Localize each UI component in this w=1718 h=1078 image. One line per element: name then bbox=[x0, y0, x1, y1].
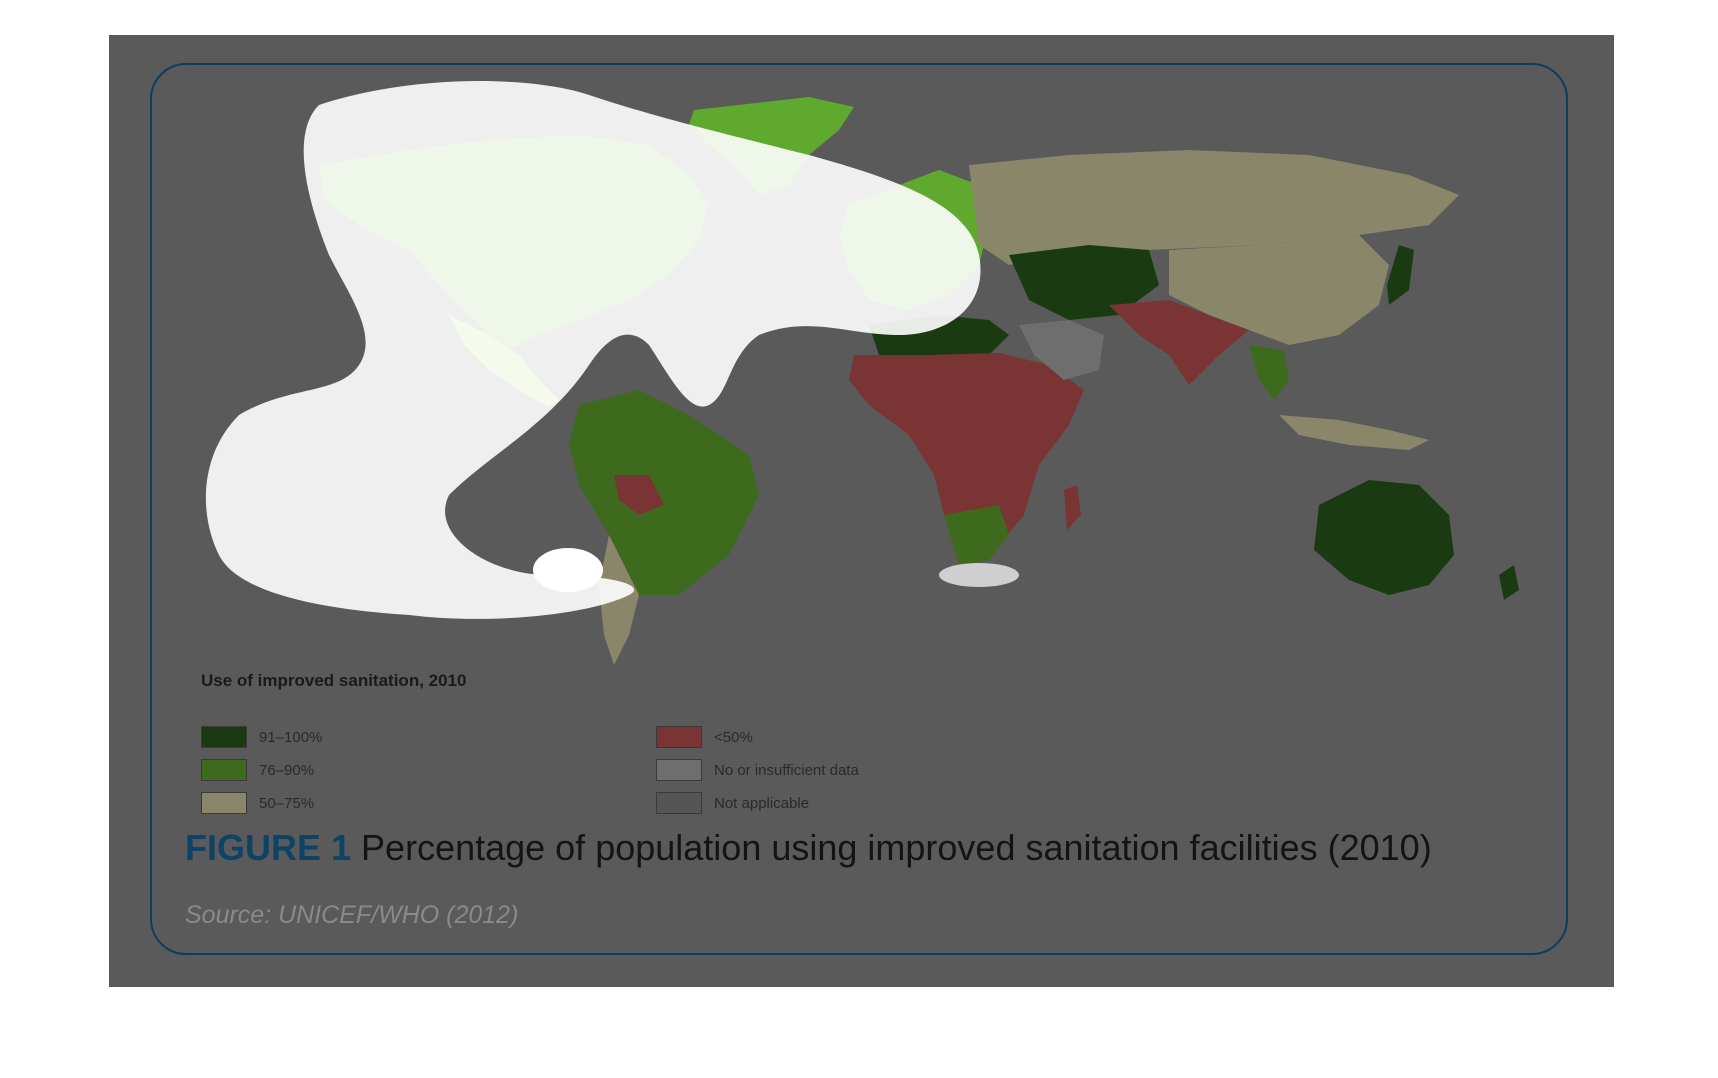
region-central-asia bbox=[1009, 245, 1159, 320]
legend-item: No or insufficient data bbox=[656, 758, 859, 782]
region-east-asia bbox=[1169, 235, 1389, 345]
region-south-america-south bbox=[599, 535, 639, 665]
region-madagascar bbox=[1064, 485, 1081, 530]
legend-item: 50–75% bbox=[201, 791, 314, 815]
legend-label: 50–75% bbox=[259, 794, 315, 812]
region-southeast-asia bbox=[1249, 345, 1289, 400]
region-australia bbox=[1314, 480, 1454, 595]
legend-item: 76–90% bbox=[201, 758, 314, 782]
overlay-ellipse bbox=[939, 563, 1019, 587]
region-japan bbox=[1387, 245, 1414, 305]
legend-label: 91–100% bbox=[259, 728, 323, 746]
region-middle-east bbox=[1019, 320, 1104, 380]
legend-label: Not applicable bbox=[714, 794, 810, 812]
region-sub-saharan-africa bbox=[849, 353, 1084, 555]
region-southern-africa bbox=[944, 505, 1009, 565]
figure-label: FIGURE 1 bbox=[185, 827, 352, 868]
figure-source: Source: UNICEF/WHO (2012) bbox=[185, 901, 519, 929]
overlay-ellipse-small bbox=[533, 548, 603, 592]
legend-swatch bbox=[656, 792, 702, 814]
world-map bbox=[205, 81, 1519, 665]
region-south-america-bolivia bbox=[614, 475, 664, 515]
figure-title: Percentage of population using improved … bbox=[361, 827, 1432, 868]
legend-swatch bbox=[656, 726, 702, 748]
legend-label: 76–90% bbox=[259, 761, 315, 779]
legend-swatch bbox=[656, 759, 702, 781]
legend-item: 91–100% bbox=[201, 725, 322, 749]
legend-label: No or insufficient data bbox=[714, 761, 859, 779]
figure-frame bbox=[150, 63, 1568, 955]
region-south-america-north bbox=[569, 390, 759, 595]
legend-item: <50% bbox=[656, 725, 753, 749]
legend-swatch bbox=[201, 759, 247, 781]
region-russia bbox=[969, 150, 1459, 265]
legend-title: Use of improved sanitation, 2010 bbox=[201, 671, 467, 690]
region-south-asia bbox=[1109, 300, 1249, 385]
figure-panel: Use of improved sanitation, 2010 91–100%… bbox=[109, 35, 1614, 987]
legend-label: <50% bbox=[714, 728, 753, 746]
overlay-blob bbox=[205, 81, 981, 619]
figure-caption: FIGURE 1 Percentage of population using i… bbox=[185, 827, 1432, 869]
region-new-zealand bbox=[1499, 565, 1519, 600]
legend-swatch bbox=[201, 726, 247, 748]
region-indonesia bbox=[1279, 415, 1429, 450]
legend-item: Not applicable bbox=[656, 791, 809, 815]
legend-swatch bbox=[201, 792, 247, 814]
